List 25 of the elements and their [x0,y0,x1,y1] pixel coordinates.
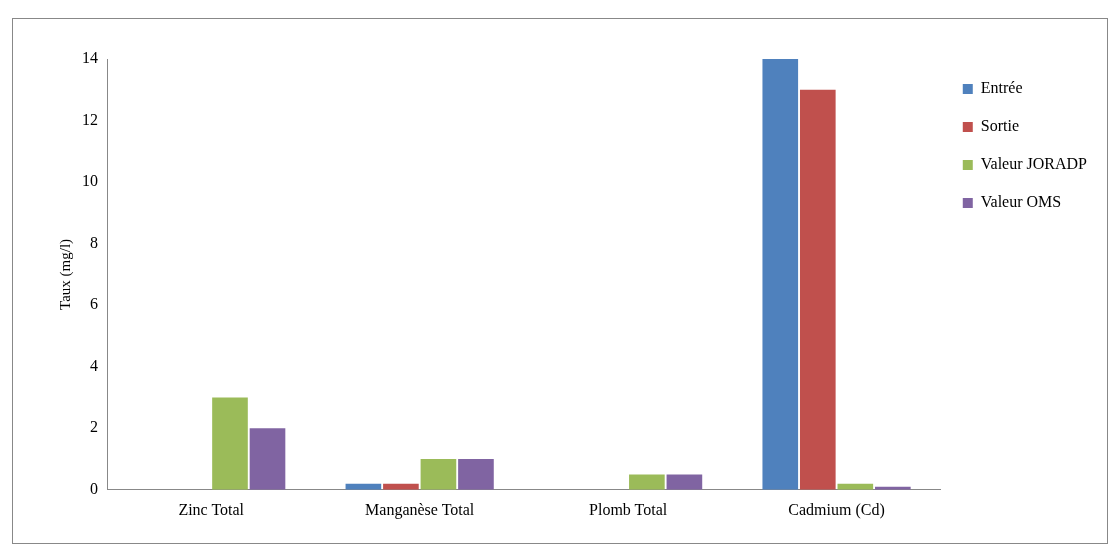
x-tick-label: Cadmium (Cd) [788,500,885,519]
legend-label: Valeur OMS [980,193,1062,211]
legend-label: Entrée [980,79,1023,97]
legend-label: Sortie [980,117,1019,135]
bar [799,89,836,490]
y-axis-title: Taux (mg/l) [56,238,74,310]
bar [629,474,665,490]
bar [249,428,286,490]
bar [762,59,799,490]
legend-label: Valeur JORADP [980,155,1088,173]
bar [666,474,703,490]
x-tick-label: Plomb Total [589,500,668,518]
y-tick-label: 12 [82,110,98,128]
y-tick-label: 0 [90,480,98,497]
y-tick-label: 6 [90,295,98,313]
y-tick-label: 2 [90,418,98,436]
y-tick-label: 4 [90,356,98,374]
x-tick-label: Manganèse Total [365,500,475,519]
bar [212,397,248,490]
y-tick-label: 10 [82,172,98,190]
y-tick-label: 14 [82,49,98,67]
bar [458,459,494,490]
y-tick-label: 8 [90,233,98,251]
x-tick-label: Zinc Total [178,500,245,518]
bar [420,459,457,490]
